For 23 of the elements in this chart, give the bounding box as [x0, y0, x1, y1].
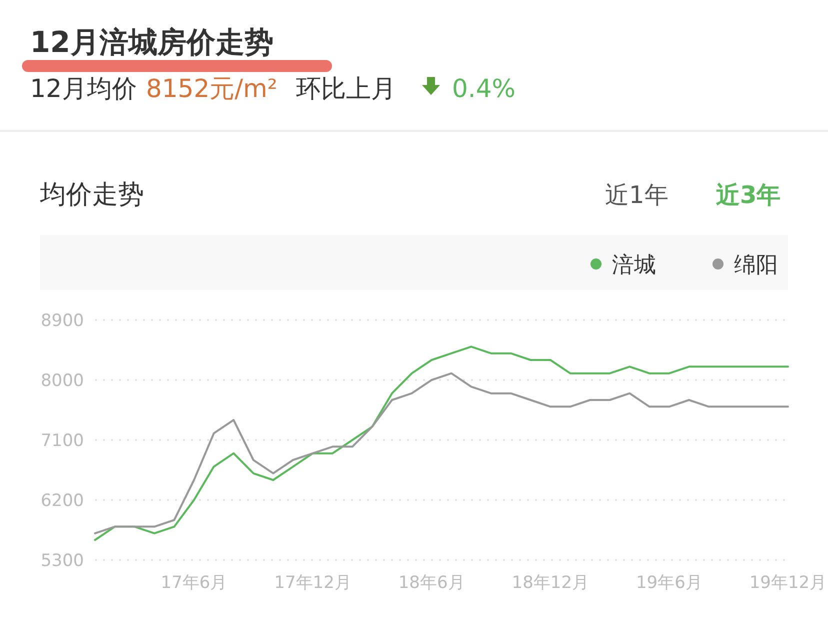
- chart-subtitle: 均价走势: [39, 180, 144, 210]
- y-tick-label: 8000: [40, 371, 84, 391]
- legend-label: 涪城: [612, 253, 656, 278]
- x-tick-label: 19年6月: [636, 573, 702, 593]
- x-tick-label: 19年12月: [749, 573, 827, 593]
- x-tick-label: 17年12月: [274, 573, 352, 593]
- text: 0.4%: [452, 74, 516, 103]
- y-tick-label: 8900: [40, 311, 84, 331]
- chart-title: 12月涪城房价走势: [30, 25, 274, 59]
- y-tick-label: 6200: [40, 491, 84, 511]
- y-tick-label: 7100: [40, 431, 84, 451]
- line-series: [94, 346, 789, 541]
- x-tick-label: 18年12月: [512, 573, 590, 593]
- text: 环比上月: [296, 74, 396, 103]
- line-series: [94, 372, 789, 534]
- text: 近1年: [605, 181, 668, 209]
- x-tick-label: 17年6月: [160, 573, 228, 593]
- text: 8152元/m²: [146, 74, 278, 103]
- text: 12月均价: [30, 74, 137, 103]
- legend-label: 绵阳: [734, 253, 778, 278]
- x-tick-label: 18年6月: [398, 573, 465, 593]
- text: 近3年: [716, 181, 781, 209]
- y-tick-label: 5300: [40, 551, 84, 571]
